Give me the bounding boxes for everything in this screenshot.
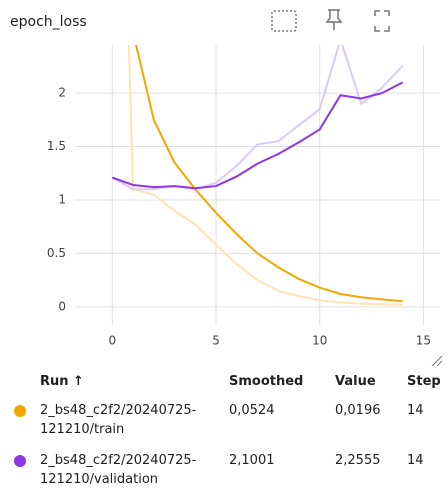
table-cell: 0,0524 [229,403,275,418]
x-tick-label: 15 [416,334,431,348]
x-tick-label: 10 [312,334,327,348]
table-cell: 0,0196 [335,403,381,418]
table-cell: 14 [407,403,424,418]
table-cell: 14 [407,453,424,468]
x-tick-label: 0 [109,334,117,348]
table-cell: 2_bs48_c2f2/20240725-121210/train [40,403,197,437]
line-series [127,45,403,306]
chart: epoch_loss 0 0.5 1 1.5 2 0 5 10 15 [10,9,443,366]
select-icon[interactable] [271,10,297,32]
y-tick-label: 1.5 [47,139,66,153]
chart-title: epoch_loss [10,14,87,30]
table-cell: Run ↑ [40,374,84,389]
table-cell: 2_bs48_c2f2/20240725-121210/validation [40,453,197,487]
fullscreen-icon[interactable] [374,10,390,32]
run-color [14,405,26,417]
pin-icon[interactable] [325,9,343,30]
y-tick-label: 1 [58,192,66,206]
toolbar [271,9,390,32]
x-tick-label: 5 [212,334,220,348]
line-series [111,45,404,191]
resize-icon [431,355,443,366]
y-tick-label: 0.5 [47,246,66,260]
table-cell: Smoothed [229,374,304,389]
table-cell: Step [407,374,441,389]
line-series [135,45,403,303]
y-tick-label: 2 [58,86,66,100]
table-cell: Value [335,374,376,389]
table-cell: 2,1001 [229,453,275,468]
run-color [14,455,26,467]
y-tick-label: 0 [58,299,66,313]
line-series [111,81,404,190]
table-cell: 2,2555 [335,453,381,468]
